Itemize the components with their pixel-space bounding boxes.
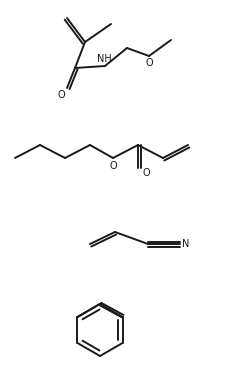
Text: O: O (145, 58, 153, 68)
Text: O: O (57, 90, 65, 100)
Text: O: O (109, 161, 117, 171)
Text: NH: NH (96, 54, 112, 64)
Text: O: O (142, 168, 150, 178)
Text: N: N (182, 239, 190, 249)
